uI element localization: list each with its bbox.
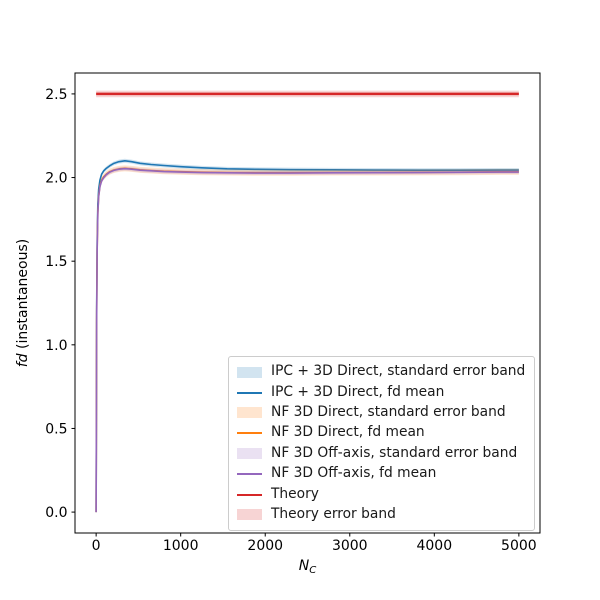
legend-patch-swatch [237,407,262,419]
x-tick-label: 2000 [247,538,283,554]
legend-item-label: NF 3D Off-axis, standard error band [271,444,518,461]
legend-item-label: Theory [271,485,319,502]
legend-patch-swatch [237,448,262,460]
line-nf-3d-off-axis-fd-mean [95,167,519,513]
x-tick-label: 0 [92,538,101,554]
legend-item-label: IPC + 3D Direct, fd mean [271,383,445,400]
legend-line-swatch [237,391,262,394]
x-tick-label: 5000 [501,538,537,554]
legend-item-label: NF 3D Direct, standard error band [271,404,506,421]
legend-line-swatch [237,432,262,435]
legend-item-label: NF 3D Off-axis, fd mean [271,465,437,482]
y-axis-label: fd (instantaneous) [15,239,31,368]
x-tick-label: 4000 [416,538,452,554]
legend-item-nf-3d-direct-fd-mean: NF 3D Direct, fd mean [237,423,526,443]
legend-item-theory: Theory [237,484,526,504]
y-tick-label: 0.0 [45,505,67,521]
legend-item-nf-3d-off-axis-fd-mean: NF 3D Off-axis, fd mean [237,464,526,484]
x-tick-label: 3000 [332,538,368,554]
legend-item-nf-3d-off-axis-standard-error-band: NF 3D Off-axis, standard error band [237,444,526,464]
legend-item-label: NF 3D Direct, fd mean [271,424,425,441]
legend-item-theory-error-band: Theory error band [237,505,526,525]
legend-patch-swatch [237,366,262,378]
legend-item-nf-3d-direct-standard-error-band: NF 3D Direct, standard error band [237,403,526,423]
legend-item-label: Theory error band [271,506,396,523]
legend-line-swatch [237,473,262,476]
legend-item-label: IPC + 3D Direct, standard error band [271,363,526,380]
y-tick-label: 2.5 [45,87,67,103]
legend: IPC + 3D Direct, standard error band IPC … [228,356,535,532]
line-ipc-3d-direct-fd-mean [95,160,519,513]
y-tick-label: 1.5 [45,254,67,270]
x-axis-label: NC [299,558,317,576]
x-tick-label: 1000 [163,538,199,554]
legend-patch-swatch [237,509,262,521]
legend-item-ipc-3d-direct-fd-mean: IPC + 3D Direct, fd mean [237,382,526,402]
axes-spines [74,72,541,534]
y-tick-label: 0.5 [45,421,67,437]
legend-item-ipc-3d-direct-standard-error-band: IPC + 3D Direct, standard error band [237,362,526,382]
y-tick-label: 2.0 [45,171,67,187]
y-tick-label: 1.0 [45,338,67,354]
legend-line-swatch [237,493,262,496]
